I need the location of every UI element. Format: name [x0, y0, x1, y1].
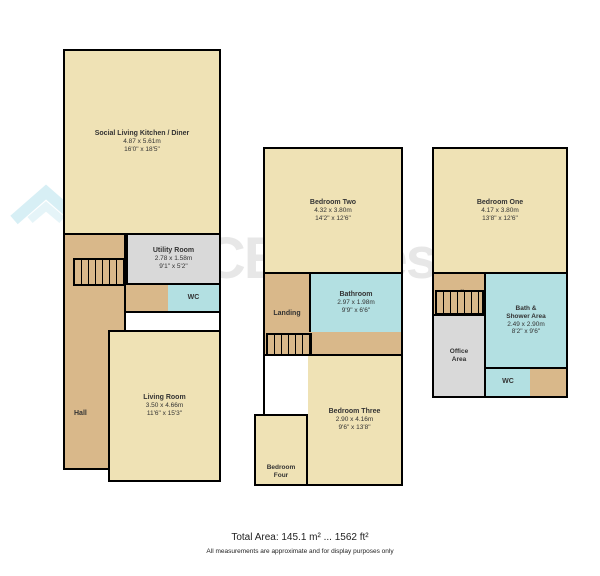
- bath1-m: 2.97 x 1.98m: [337, 299, 375, 307]
- utility-m: 2.78 x 1.58m: [155, 255, 193, 263]
- office-area: OfficeArea: [432, 314, 486, 398]
- living-room: Living Room 3.50 x 4.66m 11'6" x 15'3": [108, 330, 221, 482]
- bath2-title: Bath &Shower Area: [506, 305, 546, 321]
- bed1-ft: 13'8" x 12'6": [482, 215, 518, 223]
- kitchen-title: Social Living Kitchen / Diner: [95, 130, 190, 138]
- utility-title: Utility Room: [153, 247, 194, 255]
- total-area: Total Area: 145.1 m² ... 1562 ft²: [0, 532, 600, 543]
- bedroom-four: BedroomFour: [254, 414, 308, 486]
- wc2-title: WC: [502, 378, 514, 386]
- kitchen-m: 4.87 x 5.61m: [123, 138, 161, 146]
- hall-title: Hall: [74, 410, 87, 417]
- living-m: 3.50 x 4.66m: [146, 402, 184, 410]
- wc-second: WC: [484, 367, 532, 398]
- bathroom-first: Bathroom 2.97 x 1.98m 9'9" x 6'6": [309, 272, 403, 334]
- corridor-second: [530, 367, 568, 398]
- void-first: [263, 354, 308, 416]
- bed2-m: 4.32 x 3.80m: [314, 207, 352, 215]
- bed1-m: 4.17 x 3.80m: [481, 207, 519, 215]
- utility-ft: 9'1" x 5'2": [159, 263, 187, 271]
- bedroom-one: Bedroom One 4.17 x 3.80m 13'8" x 12'6": [432, 147, 568, 274]
- living-title: Living Room: [143, 394, 185, 402]
- bed2-ft: 14'2" x 12'6": [315, 215, 351, 223]
- kitchen-diner: Social Living Kitchen / Diner 4.87 x 5.6…: [63, 49, 221, 235]
- wc-ground-title: WC: [188, 294, 200, 302]
- wc-ground: WC: [166, 283, 221, 313]
- bed4-title: BedroomFour: [267, 464, 296, 480]
- bath-shower-area: Bath &Shower Area 2.49 x 2.90m 8'2" x 9'…: [484, 272, 568, 369]
- bed3-ft: 9'6" x 13'8": [338, 424, 370, 432]
- stairs-ground: [73, 258, 126, 286]
- living-ft: 11'6" x 15'3": [147, 410, 182, 418]
- office-title: OfficeArea: [450, 348, 468, 364]
- bath2-m: 2.49 x 2.90m: [507, 321, 545, 329]
- bed3-title: Bedroom Three: [329, 408, 381, 416]
- bed3-m: 2.90 x 4.16m: [336, 416, 374, 424]
- bed2-title: Bedroom Two: [310, 199, 356, 207]
- utility-room: Utility Room 2.78 x 1.58m 9'1" x 5'2": [126, 233, 221, 285]
- bedroom-three: Bedroom Three 2.90 x 4.16m 9'6" x 13'8": [306, 354, 403, 486]
- floorplan-stage: UCEstates Hall Social Living Kitchen / D…: [0, 0, 600, 576]
- kitchen-ft: 16'0" x 18'5": [124, 146, 160, 154]
- hall-label: Hall: [74, 410, 87, 417]
- footer-disclaimer: All measurements are approximate and for…: [0, 548, 600, 555]
- landing1-title: Landing: [273, 310, 300, 318]
- footer: Total Area: 145.1 m² ... 1562 ft²: [0, 532, 600, 543]
- bath1-title: Bathroom: [339, 291, 372, 299]
- bedroom-two: Bedroom Two 4.32 x 3.80m 14'2" x 12'6": [263, 147, 403, 274]
- stairs-second: [435, 290, 484, 315]
- bath2-ft: 8'2" x 9'6": [512, 328, 540, 336]
- corridor-ground: [126, 283, 168, 313]
- void-ground: [126, 311, 221, 332]
- bed1-title: Bedroom One: [477, 199, 523, 207]
- disclaimer-text: All measurements are approximate and for…: [0, 548, 600, 555]
- bath1-ft: 9'9" x 6'6": [342, 307, 370, 315]
